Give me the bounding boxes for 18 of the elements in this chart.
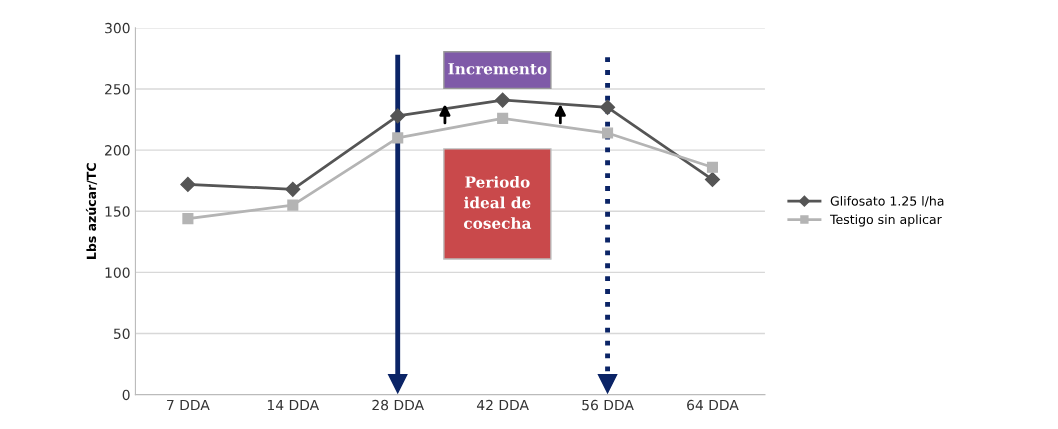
y-tick-label: 250 — [105, 83, 130, 95]
legend-label: Glifosato 1.25 l/ha — [830, 196, 944, 207]
y-tick-label: 0 — [122, 389, 130, 401]
x-tick-label: 42 DDA — [476, 399, 529, 411]
x-tick-label: 14 DDA — [267, 399, 320, 411]
y-axis-title: Lbs azúcar/TC — [85, 163, 98, 259]
x-tick-label: 56 DDA — [582, 399, 634, 411]
y-tick-label: 150 — [105, 206, 130, 217]
y-tick-label: 200 — [105, 145, 130, 156]
x-tick-label: 7 DDA — [167, 399, 210, 411]
legend-label: Testigo sin aplicar — [829, 214, 942, 227]
annotation: Incremento — [448, 63, 547, 75]
x-tick-label: 28 DDA — [372, 399, 424, 411]
y-tick-label: 50 — [113, 328, 130, 340]
y-tick-label: 300 — [105, 22, 130, 34]
y-tick-label: 100 — [105, 267, 130, 278]
x-tick-label: 64 DDA — [687, 399, 739, 411]
annotation: Periodo ideal de cosecha — [463, 175, 532, 229]
